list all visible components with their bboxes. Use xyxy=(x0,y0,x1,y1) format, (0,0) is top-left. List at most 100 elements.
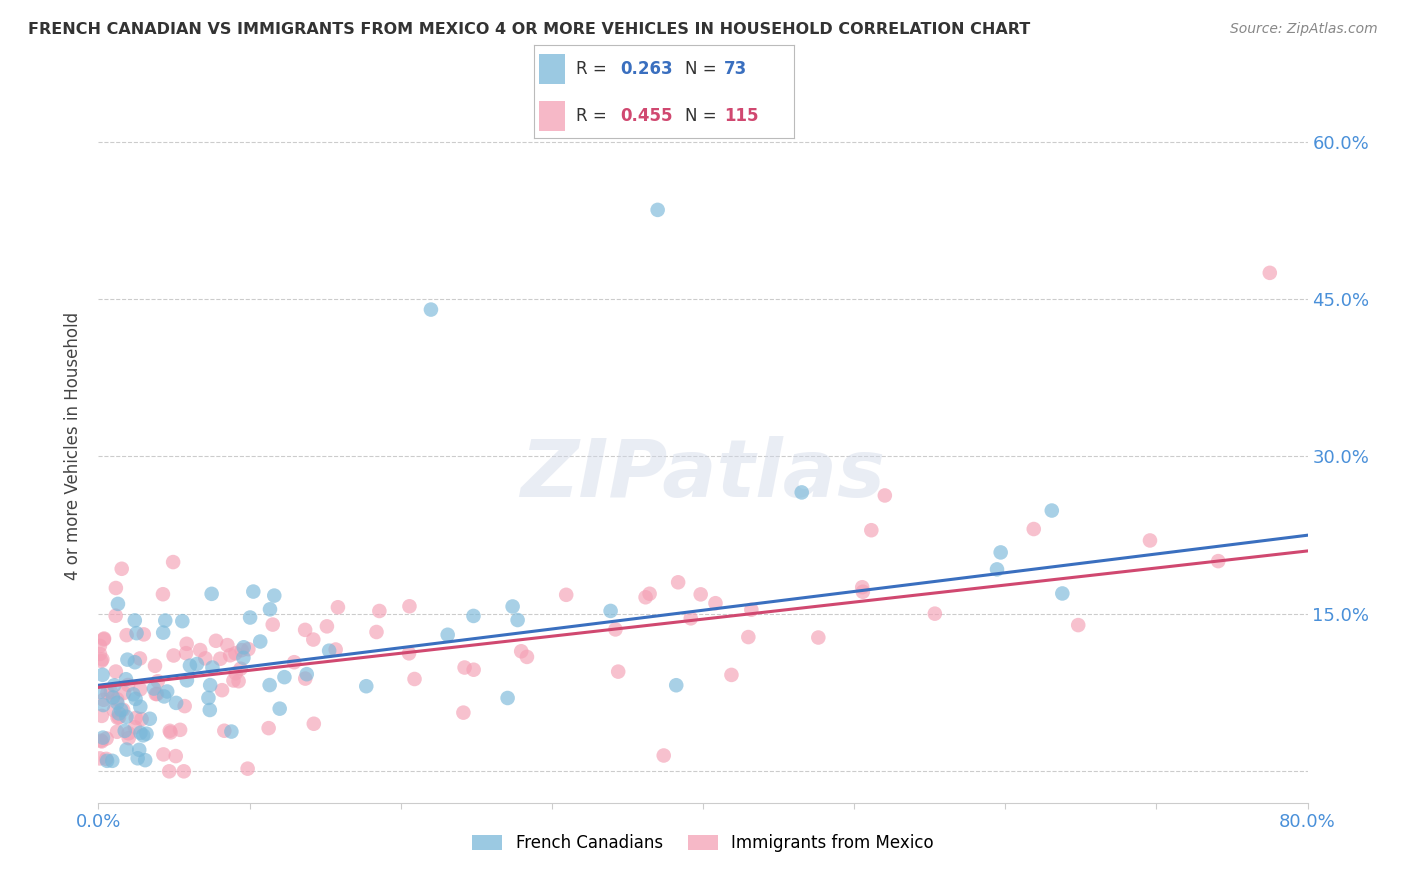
Point xyxy=(198,678,221,692)
Point xyxy=(101,690,124,705)
Point xyxy=(259,602,281,616)
Point xyxy=(262,617,284,632)
Point xyxy=(1052,586,1074,600)
Point xyxy=(176,673,198,688)
Point xyxy=(159,725,181,739)
Point xyxy=(186,657,208,671)
Point xyxy=(318,643,340,657)
Point xyxy=(1067,618,1090,632)
Point xyxy=(90,734,112,748)
Point xyxy=(737,630,759,644)
Point xyxy=(124,655,146,669)
Point xyxy=(453,660,475,674)
Point xyxy=(110,703,132,717)
Point xyxy=(101,754,124,768)
Point xyxy=(201,587,224,601)
Y-axis label: 4 or more Vehicles in Household: 4 or more Vehicles in Household xyxy=(65,312,83,580)
Point xyxy=(607,665,630,679)
Point xyxy=(174,646,197,660)
Point xyxy=(129,725,152,739)
Point xyxy=(89,647,111,661)
Point xyxy=(114,723,136,738)
Point xyxy=(104,665,127,679)
Point xyxy=(91,668,114,682)
Point xyxy=(205,633,228,648)
Point xyxy=(132,627,155,641)
Point xyxy=(93,692,115,706)
Point xyxy=(368,604,391,618)
Point xyxy=(142,681,165,696)
Point xyxy=(398,599,420,614)
Point xyxy=(128,743,150,757)
Point xyxy=(115,710,138,724)
Point xyxy=(152,625,174,640)
Point xyxy=(146,674,169,689)
Point xyxy=(165,696,187,710)
Point xyxy=(1206,554,1229,568)
Point xyxy=(689,587,711,601)
Point xyxy=(135,727,157,741)
Point xyxy=(269,701,291,715)
Text: 0.455: 0.455 xyxy=(620,107,672,125)
Point xyxy=(225,666,247,681)
Point xyxy=(852,584,875,599)
Point xyxy=(139,712,162,726)
Point xyxy=(257,721,280,735)
Point xyxy=(1139,533,1161,548)
Point xyxy=(104,581,127,595)
Text: ZIPatlas: ZIPatlas xyxy=(520,435,886,514)
Point xyxy=(122,687,145,701)
Point xyxy=(232,640,254,655)
Point xyxy=(356,679,378,693)
Bar xyxy=(540,54,565,84)
Point xyxy=(159,723,181,738)
Point xyxy=(165,749,187,764)
Point xyxy=(496,691,519,706)
Point xyxy=(294,623,316,637)
Point xyxy=(125,711,148,725)
Point xyxy=(453,706,475,720)
Text: 0.263: 0.263 xyxy=(620,60,672,78)
Point xyxy=(117,678,139,692)
Point xyxy=(249,634,271,648)
Text: 115: 115 xyxy=(724,107,759,125)
Point xyxy=(176,637,198,651)
Point xyxy=(117,726,139,740)
Point xyxy=(107,711,129,725)
Point xyxy=(510,644,533,658)
Point xyxy=(316,619,339,633)
Point xyxy=(222,673,245,688)
Point xyxy=(197,690,219,705)
Bar xyxy=(540,101,565,131)
Point xyxy=(90,733,112,747)
Point xyxy=(555,588,578,602)
Point xyxy=(236,762,259,776)
Point xyxy=(91,698,114,712)
Point xyxy=(506,613,529,627)
Point xyxy=(105,724,128,739)
Point xyxy=(665,678,688,692)
Point xyxy=(131,712,153,726)
Point xyxy=(263,589,285,603)
Point xyxy=(652,748,675,763)
Legend: French Canadians, Immigrants from Mexico: French Canadians, Immigrants from Mexico xyxy=(465,828,941,859)
Point xyxy=(108,706,131,721)
Point xyxy=(89,685,111,699)
Text: Source: ZipAtlas.com: Source: ZipAtlas.com xyxy=(1230,22,1378,37)
Point xyxy=(111,562,134,576)
Point xyxy=(132,728,155,742)
Point xyxy=(91,731,114,745)
Point xyxy=(179,658,201,673)
Point xyxy=(990,545,1012,559)
Point xyxy=(638,587,661,601)
Point xyxy=(129,682,152,697)
Point xyxy=(118,731,141,745)
Point xyxy=(851,580,873,594)
Point xyxy=(93,632,115,646)
Point xyxy=(129,699,152,714)
Text: 73: 73 xyxy=(724,60,748,78)
Point xyxy=(188,643,211,657)
Point xyxy=(156,684,179,698)
Point xyxy=(398,646,420,660)
Point xyxy=(117,653,139,667)
